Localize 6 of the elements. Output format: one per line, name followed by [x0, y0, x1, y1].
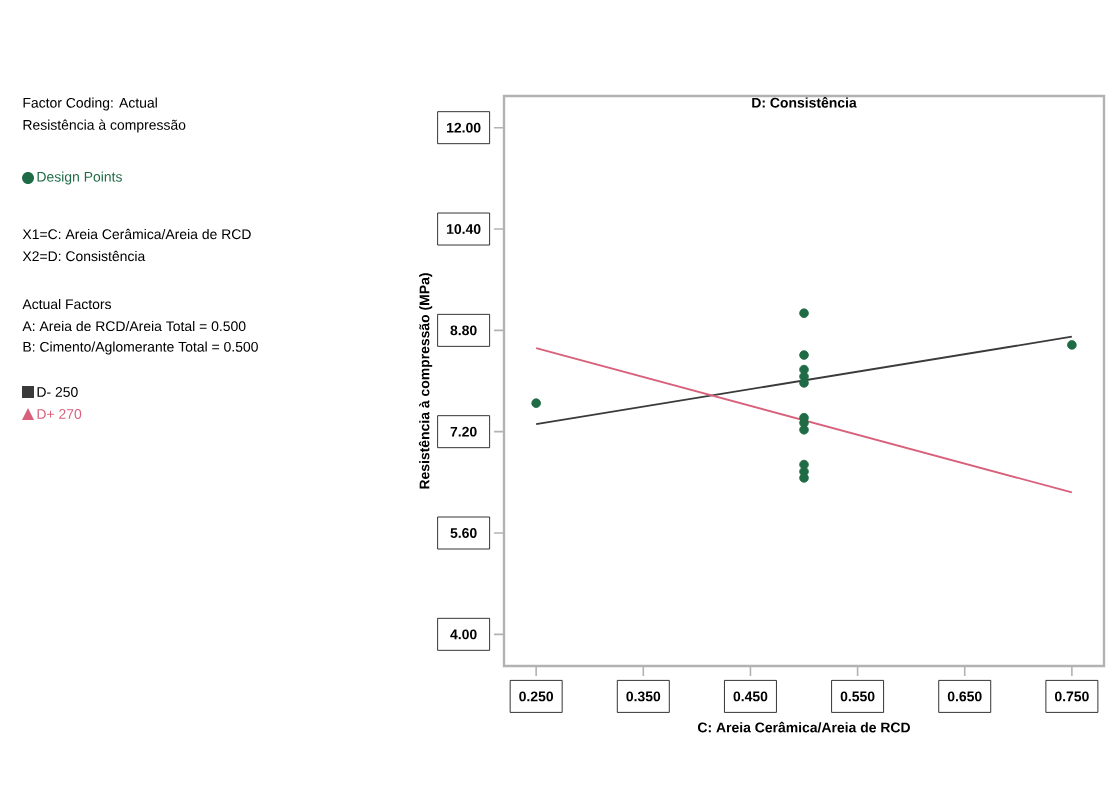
point — [531, 398, 541, 408]
point — [799, 378, 809, 388]
point — [799, 308, 809, 319]
point — [1067, 340, 1077, 350]
point — [799, 350, 809, 360]
point — [799, 473, 809, 483]
